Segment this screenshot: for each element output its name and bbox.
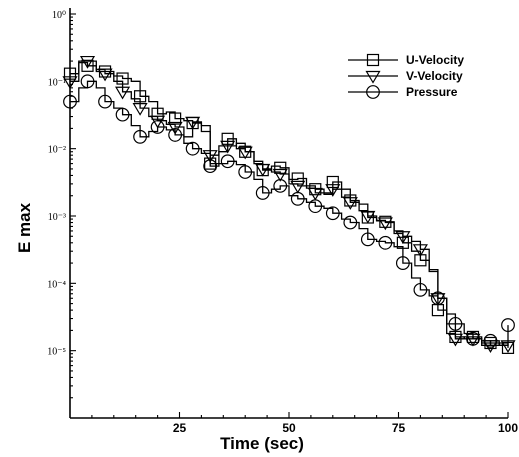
x-axis-title: Time (sec): [220, 434, 304, 453]
data-point: [81, 59, 94, 72]
data-point: [290, 180, 306, 194]
y-tick-label: 10⁻³: [48, 212, 66, 223]
legend-marker: [366, 53, 380, 67]
data-point: [62, 76, 78, 90]
data-point: [272, 168, 288, 182]
y-axis-title: E max: [15, 202, 34, 253]
data-point: [97, 68, 113, 82]
data-point: [98, 94, 112, 109]
legend-label: U-Velocity: [406, 53, 464, 67]
data-point: [430, 293, 446, 306]
data-point: [273, 178, 288, 193]
data-point: [395, 256, 410, 270]
series-group: [62, 55, 516, 354]
data-point: [483, 333, 498, 348]
data-point: [220, 140, 236, 154]
data-point: [220, 154, 235, 169]
legend-entry: Pressure: [348, 85, 458, 99]
data-point: [377, 217, 393, 231]
legend-label: V-Velocity: [406, 69, 463, 83]
data-point: [326, 175, 339, 189]
data-point: [413, 282, 428, 297]
data-point: [185, 141, 200, 156]
data-point: [80, 74, 95, 89]
data-point: [63, 94, 77, 109]
data-point: [202, 150, 218, 163]
x-tick-label: 75: [392, 421, 406, 435]
data-point: [79, 55, 96, 69]
data-point: [395, 231, 411, 244]
x-tick-label: 50: [282, 421, 296, 435]
data-point: [203, 159, 218, 174]
data-point: [431, 291, 445, 306]
y-tick-label: 10⁻²: [48, 145, 66, 156]
x-tick-label: 100: [498, 421, 518, 435]
data-point: [132, 103, 148, 116]
data-point: [115, 107, 130, 122]
data-point: [255, 163, 271, 177]
data-point: [360, 232, 375, 247]
data-point: [133, 129, 147, 144]
data-point: [290, 191, 305, 206]
data-point: [238, 165, 253, 179]
legend-entry: V-Velocity: [348, 69, 463, 84]
y-tick-label: 10⁻¹: [48, 77, 66, 88]
data-point: [501, 318, 515, 332]
data-point: [307, 187, 323, 201]
legend-entry: U-Velocity: [348, 53, 464, 67]
legend-label: Pressure: [406, 85, 458, 99]
series-2: [63, 74, 515, 348]
data-point: [150, 120, 165, 134]
x-tick-label: 25: [173, 421, 187, 435]
data-point: [115, 86, 131, 100]
x-ticks: 25 50 75 100: [91, 412, 518, 435]
data-point: [63, 67, 77, 80]
data-point: [447, 333, 463, 347]
data-point: [412, 244, 428, 257]
data-point: [466, 331, 480, 346]
data-point: [237, 146, 253, 160]
data-point: [325, 206, 340, 221]
data-point: [379, 215, 392, 228]
series-line: [70, 80, 509, 346]
legend-marker: [366, 85, 380, 99]
data-point: [448, 316, 463, 331]
data-point: [168, 128, 183, 142]
data-point: [342, 197, 358, 210]
data-point: [308, 199, 323, 214]
data-point: [185, 116, 201, 130]
data-point: [167, 121, 183, 135]
legend-marker: [365, 70, 381, 84]
data-point: [378, 235, 393, 250]
data-point: [343, 215, 358, 230]
data-point: [360, 210, 376, 224]
y-tick-label: 10⁻⁴: [47, 279, 66, 290]
data-point: [221, 132, 234, 145]
y-tick-label: 10⁻⁵: [47, 347, 66, 358]
legend: U-Velocity V-Velocity Pressure: [348, 53, 464, 99]
data-point: [325, 184, 341, 197]
y-tick-label: 10⁰: [52, 10, 66, 21]
data-point: [255, 186, 270, 200]
